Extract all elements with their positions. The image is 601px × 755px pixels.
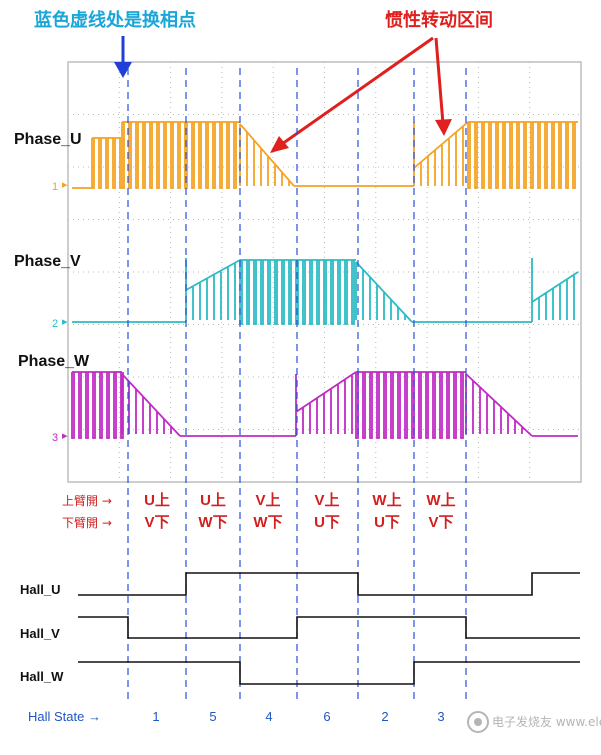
phase-w-waveform: [71, 371, 578, 439]
upper-arm-state: V上: [314, 492, 339, 509]
hall-w-label: Hall_W: [20, 669, 64, 684]
lower-arm-state: W下: [198, 514, 227, 531]
phase-w-label: Phase_W: [18, 353, 90, 370]
hall-state-value: 3: [437, 709, 444, 724]
inertia-interval-note: 惯性转动区间: [385, 9, 493, 31]
commutation-point-note: 蓝色虚线处是换相点: [34, 9, 196, 31]
phase-v-label: Phase_V: [14, 253, 81, 270]
hall-v-label: Hall_V: [20, 626, 60, 641]
commutation-dashed-lines: [127, 68, 467, 700]
watermark-text: 电子发烧友 www.elecfans.com: [492, 714, 601, 729]
hall-state-value: 1: [152, 709, 159, 724]
blue-down-arrow-icon: [114, 36, 132, 78]
lower-arm-state: U下: [314, 514, 340, 531]
upper-arm-label: 上臂開 →: [62, 494, 112, 508]
hall-state-value: 2: [381, 709, 388, 724]
upper-arm-state: W上: [372, 492, 401, 509]
hall-state-value: 4: [265, 709, 272, 724]
channel-2-marker: 2: [52, 318, 58, 330]
hall-u-trace: [78, 572, 580, 596]
lower-arm-state: V下: [428, 514, 453, 531]
channel-1-arrow-icon: ▸: [62, 179, 68, 191]
channel-3-arrow-icon: ▸: [62, 430, 68, 442]
hall-v-trace: [78, 616, 580, 639]
lower-arm-label: 下臂開 →: [62, 516, 112, 530]
watermark-logo: 电子发烧友 www.elecfans.com: [467, 711, 601, 733]
hall-state-value: 6: [323, 709, 330, 724]
hall-state-value: 5: [209, 709, 216, 724]
hall-w-trace: [78, 661, 580, 685]
channel-3-marker: 3: [52, 432, 58, 444]
red-arrow-to-phase-u-rise-icon: [434, 37, 452, 136]
upper-arm-state: W上: [426, 492, 455, 509]
phase-waveforms: [71, 121, 579, 439]
hall-state-label: Hall State →: [28, 709, 101, 724]
upper-arm-state: U上: [144, 492, 170, 509]
channel-2-arrow-icon: ▸: [62, 316, 68, 328]
phase-u-waveform: [72, 121, 578, 189]
lower-arm-state: U下: [374, 514, 400, 531]
lower-arm-state: V下: [144, 514, 169, 531]
phase-v-waveform: [72, 258, 579, 325]
phase-u-label: Phase_U: [14, 131, 82, 148]
upper-arm-state: U上: [200, 492, 226, 509]
lower-arm-state: W下: [253, 514, 282, 531]
hall-u-label: Hall_U: [20, 582, 60, 597]
red-arrow-to-phase-u-fall-icon: [270, 36, 434, 153]
upper-arm-state: V上: [255, 492, 280, 509]
channel-1-marker: 1: [52, 181, 58, 193]
